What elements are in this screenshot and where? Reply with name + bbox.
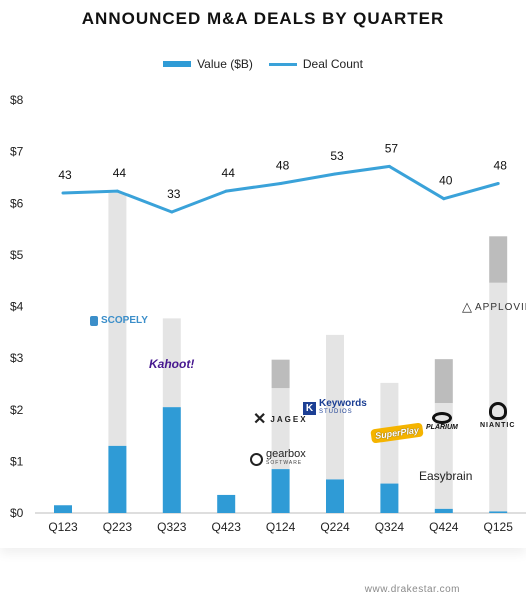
bar-segment-deal (271, 388, 290, 470)
deal-count-label: 40 (439, 174, 453, 188)
logo-scopely-text: SCOPELY (101, 315, 148, 326)
deal-count-label: 43 (58, 168, 72, 182)
x-tick-label: Q423 (212, 520, 242, 534)
x-tick-label: Q125 (484, 520, 514, 534)
logo-kahoot: Kahoot! (149, 357, 194, 371)
deal-count-point (333, 172, 337, 176)
bar-value (380, 483, 399, 513)
legend-label-count: Deal Count (302, 57, 363, 71)
deal-count-point (224, 189, 228, 193)
bar-segment-deal (108, 192, 127, 446)
y-tick-label: $7 (10, 145, 24, 159)
deal-count-label: 48 (276, 159, 290, 173)
bar-value (271, 469, 290, 513)
logo-gearbox-text: gearbox (266, 448, 306, 460)
x-tick-label: Q224 (320, 520, 350, 534)
deal-count-label: 57 (385, 141, 399, 155)
legend-swatch-bar (163, 61, 192, 67)
logo-jagex-text: JAGEX (270, 414, 308, 424)
logo-plarium-text: PLARIUM (426, 424, 458, 431)
bar-value (217, 494, 236, 513)
deal-count-point (387, 164, 391, 168)
logo-scopely: SCOPELY (90, 315, 148, 326)
deal-count-point (61, 191, 65, 195)
logo-kahoot-text: Kahoot! (149, 357, 195, 371)
bar-segment-deal (162, 318, 181, 408)
applovin-a-icon: △ (462, 299, 473, 314)
bar-value (489, 511, 508, 513)
logo-niantic-text: NIANTIC (480, 422, 516, 429)
bar-segment-deal (326, 334, 344, 480)
legend-item-count: Deal Count (268, 57, 363, 71)
y-tick-label: $8 (10, 93, 24, 107)
bar-segment-deal-secondary (434, 359, 453, 404)
chart-plot: $0 $1 $2 $3 $4 $5 $6 $7 $8 Q123 Q223 Q323 Q423 Q124 Q2… (10, 93, 526, 534)
footer-website: www.drakestar.com (364, 584, 460, 595)
plarium-mark-icon (431, 412, 452, 424)
scopely-mark-icon (90, 315, 98, 326)
logo-gearbox: gearbox SOFTWARE (250, 448, 306, 468)
bar-value (54, 505, 72, 513)
deal-count-line (62, 164, 499, 214)
logo-applovin: △ APPLOVIN (462, 299, 526, 315)
y-tick-label: $6 (10, 196, 24, 210)
legend-swatch-line (268, 62, 297, 66)
bar-segment-deal-secondary (489, 236, 508, 283)
legend: Value ($B) Deal Count (0, 57, 526, 71)
bar-segment-deal-secondary (271, 359, 290, 389)
deal-count-label: 48 (494, 159, 508, 173)
x-tick-label: Q124 (266, 520, 296, 534)
deal-count-label: 53 (330, 149, 344, 163)
y-tick-label: $3 (10, 351, 24, 365)
bar-value (162, 407, 181, 513)
logo-keywords-sub: STUDIOS (319, 409, 353, 415)
gearbox-gear-icon (250, 452, 263, 466)
niantic-mark-icon (488, 402, 507, 420)
y-tick-label: $5 (10, 248, 24, 262)
deal-count-point (279, 182, 283, 185)
logo-niantic: NIANTIC (480, 402, 515, 429)
deal-count-point (442, 197, 446, 201)
jagex-x-icon: ✕ (253, 411, 267, 428)
bar-value (326, 479, 344, 513)
logo-plarium: PLARIUM (426, 412, 458, 431)
deal-count-label: 44 (222, 166, 236, 180)
bar-segment-deal (489, 282, 508, 512)
legend-item-value: Value ($B) (163, 57, 253, 71)
y-tick-label: $4 (10, 300, 24, 314)
logo-easybrain-text: Easybrain (419, 469, 473, 483)
logo-keywords-text: Keywords (319, 398, 367, 409)
legend-label-value: Value ($B) (197, 57, 253, 71)
bar-value (108, 445, 127, 513)
logo-jagex: ✕ JAGEX (253, 409, 308, 429)
x-tick-label: Q323 (157, 520, 187, 534)
bar-segment-deal (434, 403, 453, 509)
chart-card: ANNOUNCED M&A DEALS BY QUARTER Value ($B… (0, 9, 526, 534)
chart-title: ANNOUNCED M&A DEALS BY QUARTER (81, 9, 445, 28)
x-tick-label: Q324 (375, 520, 405, 534)
keywords-k-icon: K (303, 401, 316, 415)
logo-easybrain: Easybrain (419, 469, 472, 483)
x-tick-label: Q223 (103, 520, 133, 534)
x-tick-label: Q424 (429, 520, 459, 534)
logo-applovin-text: APPLOVIN (475, 301, 526, 313)
y-tick-label: $0 (10, 506, 24, 520)
deal-count-point (115, 189, 119, 193)
logo-gearbox-sub: SOFTWARE (266, 460, 303, 466)
bar-value (434, 508, 453, 513)
y-tick-label: $1 (10, 454, 24, 468)
deal-count-label: 33 (167, 187, 181, 201)
deal-count-point (170, 210, 174, 214)
x-tick-label: Q123 (48, 520, 78, 534)
deal-count-point (496, 182, 500, 185)
y-tick-label: $2 (10, 403, 24, 417)
logo-keywords: K Keywords STUDIOS (303, 399, 367, 417)
deal-count-label: 44 (113, 166, 127, 180)
